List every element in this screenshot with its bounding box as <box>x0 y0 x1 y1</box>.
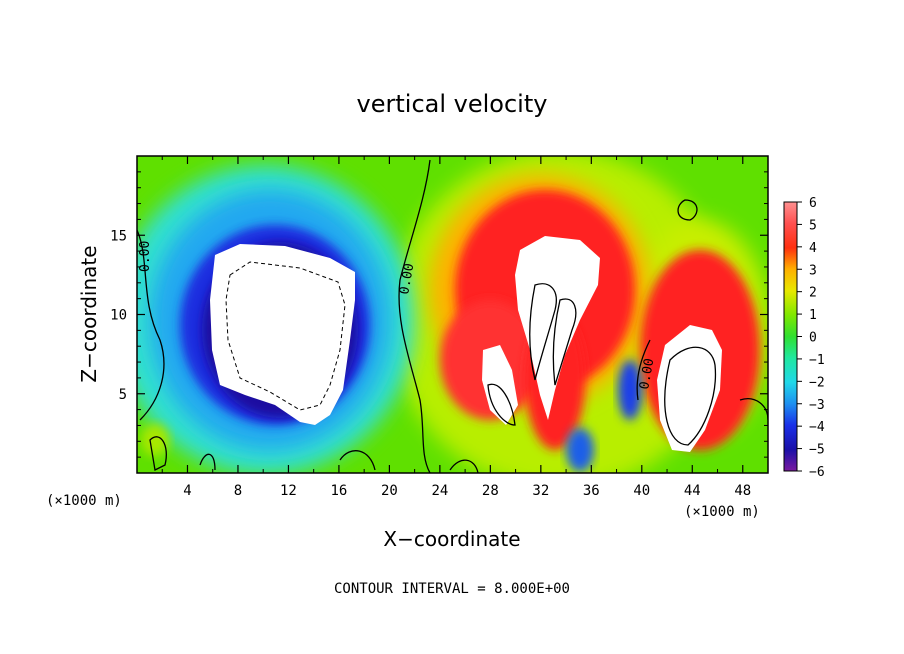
colorbar-tick-label: −5 <box>809 443 825 458</box>
colorbar-ticks: 6 5 4 3 2 1 0 −1 −2 −3 −4 −5 −6 <box>797 196 825 480</box>
colorbar-tick-label: 0 <box>809 331 817 346</box>
x-tick-label: 12 <box>280 483 297 499</box>
y-tick-label: 5 <box>119 387 127 403</box>
colorbar-tick-label: −4 <box>809 420 825 435</box>
x-unit-left: (×1000 m) <box>46 493 122 509</box>
colorbar-tick-label: 4 <box>809 241 817 256</box>
x-unit-right: (×1000 m) <box>684 504 760 520</box>
x-tick-label: 48 <box>734 483 751 499</box>
colorbar-tick-label: 5 <box>809 218 817 233</box>
y-tick-label: 15 <box>110 228 127 244</box>
colorbar-tick-label: 2 <box>809 286 817 301</box>
contour-interval: CONTOUR INTERVAL = 8.000E+00 <box>334 581 570 597</box>
contour-lines <box>137 159 768 473</box>
x-tick-label: 20 <box>381 483 398 499</box>
chart-title: vertical velocity <box>357 90 548 118</box>
x-tick-label: 4 <box>183 483 191 499</box>
y-axis-label: Z−coordinate <box>77 245 101 382</box>
colorbar-tick-label: −6 <box>809 465 825 480</box>
x-tick-label: 36 <box>583 483 600 499</box>
colorbar <box>783 201 798 472</box>
x-axis: 4 8 12 16 20 24 28 32 36 40 44 48 <box>161 156 751 499</box>
velocity-field <box>137 156 768 473</box>
contour-label: 0.00 <box>397 262 417 295</box>
x-tick-label: 16 <box>330 483 347 499</box>
x-tick-label: 44 <box>684 483 701 499</box>
x-tick-label: 8 <box>234 483 242 499</box>
contour-dashed <box>225 261 346 411</box>
contour-label: 0.00 <box>637 357 657 390</box>
y-axis: 5 10 15 <box>110 171 768 458</box>
x-tick-label: 28 <box>482 483 499 499</box>
contour-label: 0.00 <box>138 241 153 272</box>
colorbar-tick-label: −1 <box>809 353 825 368</box>
x-tick-label: 40 <box>633 483 650 499</box>
y-tick-label: 10 <box>110 308 127 324</box>
colorbar-tick-label: −2 <box>809 375 825 390</box>
colorbar-tick-label: 3 <box>809 263 817 278</box>
x-tick-label: 32 <box>532 483 549 499</box>
colorbar-tick-label: 6 <box>809 196 817 211</box>
colorbar-tick-label: −3 <box>809 398 825 413</box>
x-tick-label: 24 <box>431 483 448 499</box>
x-axis-label: X−coordinate <box>383 527 520 551</box>
colorbar-tick-label: 1 <box>809 308 817 323</box>
